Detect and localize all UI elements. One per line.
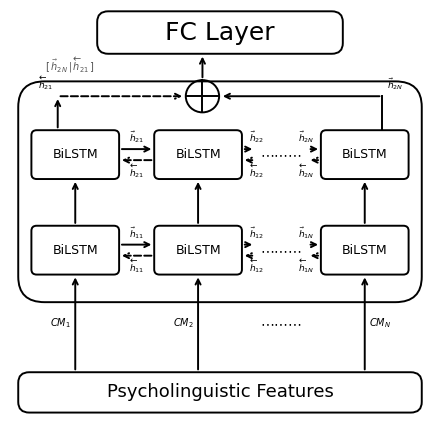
Text: $CM_2$: $CM_2$ — [173, 317, 194, 330]
FancyBboxPatch shape — [321, 226, 409, 275]
Text: $\cdots\cdots\cdots$: $\cdots\cdots\cdots$ — [260, 148, 302, 161]
FancyBboxPatch shape — [18, 372, 422, 412]
FancyBboxPatch shape — [18, 81, 422, 302]
Text: Psycholinguistic Features: Psycholinguistic Features — [106, 383, 334, 401]
FancyBboxPatch shape — [154, 130, 242, 179]
Text: $\vec{h}_{2N}$: $\vec{h}_{2N}$ — [298, 130, 314, 145]
Text: $\cdots\cdots\cdots$: $\cdots\cdots\cdots$ — [260, 317, 302, 331]
FancyBboxPatch shape — [154, 226, 242, 275]
Text: BiLSTM: BiLSTM — [52, 148, 98, 161]
Text: $\overleftarrow{h}_{12}$: $\overleftarrow{h}_{12}$ — [249, 258, 264, 275]
Text: BiLSTM: BiLSTM — [342, 244, 388, 256]
FancyBboxPatch shape — [97, 12, 343, 54]
Text: $CM_N$: $CM_N$ — [369, 317, 391, 330]
Text: $\vec{h}_{11}$: $\vec{h}_{11}$ — [129, 225, 144, 241]
Text: $\overleftarrow{h}_{11}$: $\overleftarrow{h}_{11}$ — [129, 258, 144, 275]
Text: $\overleftarrow{h}_{2N}$: $\overleftarrow{h}_{2N}$ — [298, 162, 314, 180]
FancyBboxPatch shape — [31, 226, 119, 275]
Text: $[\,\vec{h}_{2N}\,|\,\overleftarrow{h}_{21}\,]$: $[\,\vec{h}_{2N}\,|\,\overleftarrow{h}_{… — [44, 55, 94, 75]
Text: $\vec{h}_{12}$: $\vec{h}_{12}$ — [249, 225, 264, 241]
FancyBboxPatch shape — [321, 130, 409, 179]
Text: $\vec{h}_{22}$: $\vec{h}_{22}$ — [249, 130, 264, 145]
Text: FC Layer: FC Layer — [165, 20, 275, 45]
Text: $\overleftarrow{h}_{1N}$: $\overleftarrow{h}_{1N}$ — [298, 258, 314, 275]
Text: $CM_1$: $CM_1$ — [50, 317, 71, 330]
Text: BiLSTM: BiLSTM — [342, 148, 388, 161]
Text: BiLSTM: BiLSTM — [175, 148, 221, 161]
Text: BiLSTM: BiLSTM — [175, 244, 221, 256]
Text: $\vec{h}_{1N}$: $\vec{h}_{1N}$ — [298, 225, 314, 241]
Text: $\overleftarrow{h}_{22}$: $\overleftarrow{h}_{22}$ — [249, 162, 264, 180]
Text: $\vec{h}_{21}$: $\vec{h}_{21}$ — [129, 130, 144, 145]
Text: $\vec{h}_{2N}$: $\vec{h}_{2N}$ — [387, 76, 403, 92]
Text: $\cdots\cdots\cdots$: $\cdots\cdots\cdots$ — [260, 243, 302, 257]
Text: BiLSTM: BiLSTM — [52, 244, 98, 256]
FancyBboxPatch shape — [31, 130, 119, 179]
Text: $\overleftarrow{h}_{21}$: $\overleftarrow{h}_{21}$ — [38, 75, 53, 92]
Text: $\overleftarrow{h}_{21}$: $\overleftarrow{h}_{21}$ — [129, 162, 144, 180]
